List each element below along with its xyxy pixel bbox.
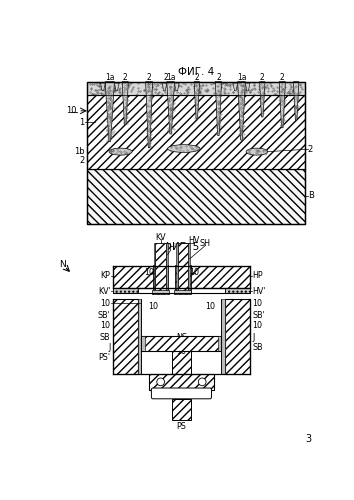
Text: J: J [252,332,255,342]
Polygon shape [175,83,179,91]
Bar [141,336,222,351]
Text: PS: PS [177,422,186,431]
Text: SB': SB' [98,311,110,320]
Text: SH': SH' [164,244,177,252]
Polygon shape [259,82,265,117]
Text: 2: 2 [308,145,313,154]
Text: KV: KV [155,232,166,241]
Text: 10: 10 [101,299,110,308]
Circle shape [157,378,165,386]
Text: J: J [108,342,110,351]
Polygon shape [167,82,175,134]
Text: SH: SH [200,239,211,248]
Bar [225,288,250,294]
Text: 10: 10 [252,299,262,308]
Text: KV': KV' [98,286,110,296]
Bar [155,244,166,292]
Polygon shape [279,82,285,128]
Text: 10: 10 [252,321,262,330]
Bar [176,244,178,292]
Text: 2: 2 [194,73,199,82]
Text: 10: 10 [101,321,110,330]
Bar [113,288,138,294]
Polygon shape [101,83,105,91]
Text: 10: 10 [148,302,158,311]
Text: 2: 2 [164,73,169,82]
Polygon shape [233,83,238,91]
Text: 1a: 1a [166,73,175,82]
Text: 2: 2 [260,73,265,82]
Text: 10: 10 [176,346,187,356]
Text: B: B [308,191,314,200]
Polygon shape [238,82,245,140]
Bar [222,298,225,374]
Bar [87,82,305,96]
Polygon shape [105,82,114,142]
Circle shape [198,378,206,386]
Text: 1b: 1b [74,147,84,156]
Bar [154,244,155,292]
Text: 2: 2 [216,73,221,82]
Polygon shape [162,83,167,91]
Bar [166,244,167,292]
Bar [138,298,141,374]
Polygon shape [215,82,222,136]
Text: HP: HP [252,271,263,280]
Text: 2: 2 [147,73,152,82]
Text: N: N [59,260,65,268]
Polygon shape [194,82,200,118]
Bar [225,288,250,294]
Polygon shape [114,83,119,91]
Bar [113,288,138,294]
Text: KP: KP [101,271,110,280]
Bar [113,266,154,288]
Bar [87,82,305,224]
Text: ФИГ. 4: ФИГ. 4 [178,68,214,78]
Bar [87,96,305,168]
Bar [190,266,250,288]
Bar [152,290,169,294]
Bar [218,336,222,351]
Bar [113,298,138,374]
Bar [172,399,191,420]
Bar [178,244,188,292]
Text: SB: SB [100,332,110,342]
Bar [149,374,214,390]
Bar [175,290,192,294]
Text: 1a: 1a [237,73,246,82]
Text: 10: 10 [205,302,215,311]
Text: 1a: 1a [105,73,115,82]
Bar [188,244,190,292]
Ellipse shape [167,144,200,152]
Polygon shape [122,82,128,124]
Polygon shape [293,82,299,120]
Text: 10: 10 [144,268,154,277]
Text: 10: 10 [189,268,200,277]
Bar [172,351,191,374]
Text: 10: 10 [66,106,77,116]
Text: 3: 3 [306,434,312,444]
Text: HV': HV' [252,286,266,296]
Bar [141,336,145,351]
Text: HV: HV [188,236,199,246]
Polygon shape [245,83,250,91]
Bar [225,298,250,374]
FancyBboxPatch shape [152,388,211,399]
Bar [153,265,169,292]
Text: 1: 1 [79,118,84,127]
Text: 2: 2 [123,73,127,82]
Text: 2: 2 [79,156,84,166]
Bar [87,168,305,224]
Ellipse shape [109,148,132,155]
Text: SB: SB [252,342,263,351]
Polygon shape [145,82,153,148]
Ellipse shape [246,148,268,155]
Bar [175,265,191,292]
Text: ФИГ. 5: ФИГ. 5 [163,242,200,252]
Text: PS': PS' [98,354,110,362]
Text: SB': SB' [252,311,265,320]
Text: 2: 2 [280,73,285,82]
Text: NS: NS [176,332,187,342]
